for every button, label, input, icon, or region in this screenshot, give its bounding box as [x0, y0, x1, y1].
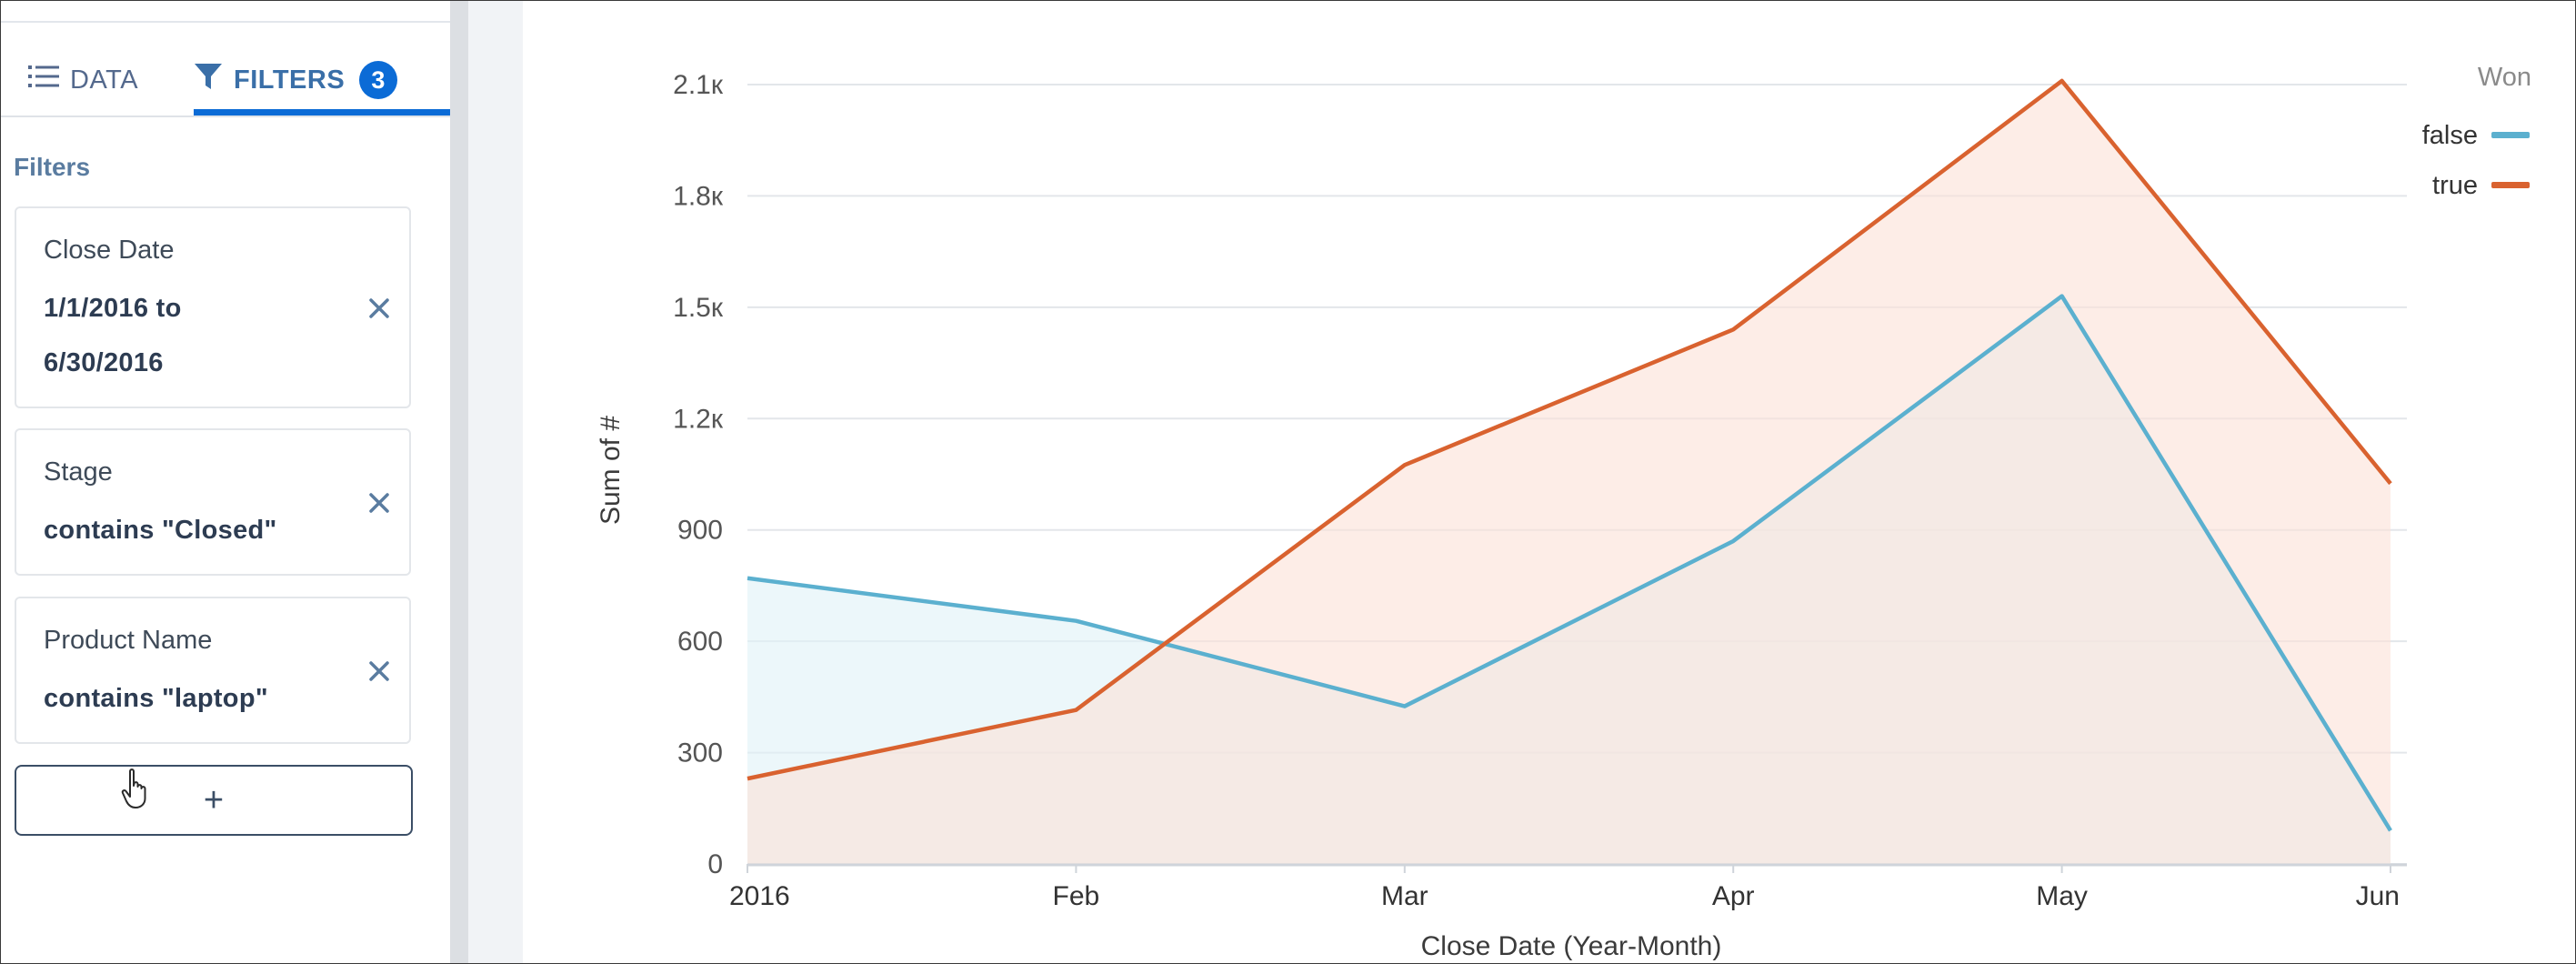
tab-filters[interactable]: FILTERS 3 — [194, 45, 448, 115]
x-axis-label: Close Date (Year-Month) — [1421, 931, 1722, 961]
y-tick-label: 2.1к — [673, 70, 724, 100]
filter-value: contains "Closed" — [44, 516, 277, 545]
close-icon[interactable] — [366, 489, 393, 517]
add-filter-button[interactable]: + — [15, 765, 413, 836]
close-icon[interactable] — [366, 295, 393, 322]
x-tick-label: Mar — [1381, 881, 1428, 911]
filter-label: Product Name — [44, 626, 213, 655]
tick-labels: 0 300 600 900 1.2к 1.5к 1.8к 2.1к 2016 Feb Mar Apr M… — [673, 70, 2400, 911]
sidebar-tabs: DATA FILTERS 3 — [1, 45, 450, 117]
series-areas — [747, 80, 2391, 865]
y-tick-label: 1.8к — [673, 181, 724, 211]
tab-data-label: DATA — [70, 65, 139, 95]
filter-value: contains "laptop" — [44, 684, 268, 713]
legend-title: Won — [2478, 63, 2531, 92]
filter-card-stage[interactable]: Stage contains "Closed" — [15, 428, 411, 576]
y-tick-label: 600 — [677, 627, 723, 657]
y-tick-label: 300 — [677, 738, 723, 768]
filter-card-close-date[interactable]: Close Date 1/1/2016 to 6/30/2016 — [15, 206, 411, 408]
filters-count-badge: 3 — [359, 61, 398, 99]
y-tick-label: 1.5к — [673, 293, 724, 323]
legend-label-false: false — [2422, 121, 2478, 150]
legend: false true — [2422, 121, 2530, 200]
axes — [747, 863, 2407, 873]
filter-card-product-name[interactable]: Product Name contains "laptop" — [15, 597, 411, 744]
x-tick-label: May — [2036, 881, 2088, 911]
x-tick-label: 2016 — [729, 881, 790, 911]
tab-filters-label: FILTERS — [234, 65, 346, 95]
filter-label: Close Date — [44, 236, 175, 265]
panel-divider[interactable] — [450, 1, 468, 963]
close-icon[interactable] — [366, 658, 393, 685]
chart-area: 0 300 600 900 1.2к 1.5к 1.8к 2.1к 2016 Feb Mar Apr M… — [523, 1, 2575, 963]
y-tick-label: 0 — [707, 849, 723, 879]
legend-swatch-false — [2491, 132, 2530, 138]
y-tick-label: 900 — [677, 516, 723, 546]
series-lines — [747, 78, 2392, 832]
series-line-false — [747, 294, 2392, 832]
active-tab-indicator — [194, 109, 450, 115]
filter-funnel-icon — [194, 62, 223, 98]
sidebar: DATA FILTERS 3 Filters Close Date 1/1/20… — [1, 1, 450, 963]
series-line-true — [747, 78, 2392, 781]
legend-label-true: true — [2432, 171, 2478, 200]
panel-gutter — [468, 1, 523, 963]
y-axis-label: Sum of # — [596, 416, 626, 525]
filter-value: 1/1/2016 to — [44, 294, 182, 323]
add-filter-label: + — [203, 780, 225, 819]
filter-label: Stage — [44, 457, 113, 487]
list-icon — [28, 65, 59, 95]
tab-data[interactable]: DATA — [28, 45, 138, 115]
x-tick-label: Feb — [1053, 881, 1100, 911]
y-tick-label: 1.2к — [673, 404, 724, 434]
filter-value-line2: 6/30/2016 — [44, 348, 164, 377]
series-area-true — [747, 80, 2391, 864]
x-tick-label: Apr — [1712, 881, 1755, 911]
legend-swatch-true — [2491, 182, 2530, 188]
line-area-chart: 0 300 600 900 1.2к 1.5к 1.8к 2.1к 2016 Feb Mar Apr M… — [596, 63, 2531, 961]
hand-cursor-icon — [121, 768, 146, 808]
sidebar-top-divider — [1, 21, 450, 23]
x-tick-label: Jun — [2356, 881, 2400, 911]
filters-heading: Filters — [14, 153, 91, 181]
